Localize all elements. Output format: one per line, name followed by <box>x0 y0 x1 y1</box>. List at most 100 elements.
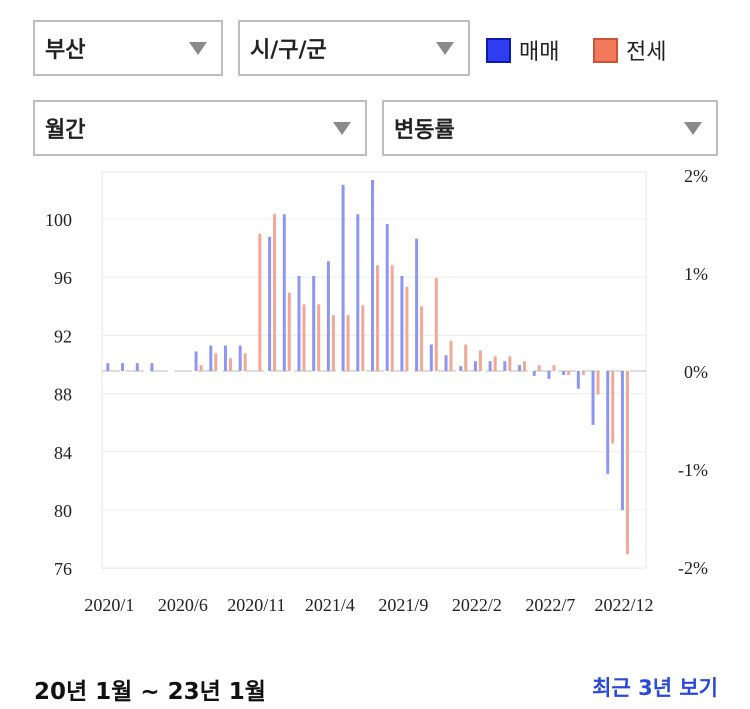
x-tick-label: 2020/11 <box>227 595 285 615</box>
legend-jeonse-swatch <box>593 37 618 63</box>
right-tick-label: 2% <box>684 166 708 186</box>
bar-sale-2021/9 <box>400 275 404 371</box>
x-tick-label: 2021/4 <box>305 595 355 615</box>
bar-sale-2020/10 <box>238 345 242 371</box>
metric-select[interactable]: 변동률 <box>382 100 718 156</box>
bar-jeonse-2022/4 <box>508 356 512 371</box>
bar-jeonse-2021/2 <box>302 304 306 371</box>
bar-sale-2022/9 <box>576 371 580 389</box>
bar-sale-2021/11 <box>429 344 433 371</box>
bar-jeonse-2022/9 <box>581 371 585 375</box>
bar-sale-2021/7 <box>371 179 374 371</box>
bar-jeonse-2022/5 <box>523 361 527 371</box>
bar-jeonse-2022/3 <box>493 356 497 371</box>
bar-sale-2022/11 <box>606 371 610 474</box>
legend-jeonse-label: 전세 <box>626 40 667 65</box>
bar-sale-2022/12 <box>620 371 624 511</box>
chevron-down-icon <box>684 122 702 135</box>
chevron-down-icon <box>333 122 351 135</box>
left-tick-label: 80 <box>54 501 72 521</box>
series-sale-bars <box>106 179 624 511</box>
bar-jeonse-2021/1 <box>287 292 291 371</box>
bar-jeonse-2022/7 <box>552 365 556 371</box>
bar-jeonse-2021/4 <box>331 315 335 371</box>
left-tick-label: 84 <box>54 443 72 463</box>
chevron-down-icon <box>189 42 207 55</box>
legend-sale-swatch <box>486 37 511 63</box>
bar-sale-2020/3 <box>135 363 139 371</box>
x-tick-label: 2021/9 <box>378 595 428 615</box>
bar-sale-2020/1 <box>106 363 110 371</box>
period-select[interactable]: 월간 <box>33 100 367 156</box>
metric-select-value: 변동률 <box>394 118 455 143</box>
bar-jeonse-2021/3 <box>317 304 321 371</box>
bar-sale-2020/7 <box>194 351 198 371</box>
legend-sale-label: 매매 <box>519 40 560 65</box>
bar-jeonse-2022/6 <box>537 365 541 371</box>
bar-sale-2022/6 <box>532 371 536 376</box>
bar-sale-2020/2 <box>121 363 125 371</box>
bar-jeonse-2020/11 <box>258 233 262 371</box>
bar-jeonse-2020/8 <box>214 353 218 371</box>
bar-sale-2020/4 <box>150 363 154 371</box>
bar-sale-2020/8 <box>209 345 213 371</box>
region-select[interactable]: 부산 <box>33 20 223 76</box>
bar-jeonse-2022/8 <box>567 371 571 375</box>
bar-sale-2021/5 <box>341 184 345 371</box>
bar-jeonse-2022/2 <box>478 350 482 371</box>
bar-jeonse-2020/12 <box>273 214 277 371</box>
bar-sale-2022/1 <box>459 366 463 371</box>
left-tick-label: 88 <box>54 385 72 405</box>
date-range-text: 20년 1월 ~ 23년 1월 <box>34 679 266 705</box>
right-axis: 2% 1% 0% -1% -2% <box>678 166 708 578</box>
chevron-down-icon <box>436 42 454 55</box>
bar-sale-2022/3 <box>488 361 492 371</box>
legend-sale[interactable]: 매매 <box>486 34 559 66</box>
bar-sale-2021/1 <box>282 214 286 371</box>
x-axis: 2020/1 2020/6 2020/11 2021/4 2021/9 2022/2 202… <box>84 595 653 615</box>
right-tick-label: 1% <box>684 264 708 284</box>
right-tick-label: 0% <box>684 362 708 382</box>
district-select[interactable]: 시/구/군 <box>238 20 470 76</box>
bar-sale-2020/9 <box>223 345 227 371</box>
bar-jeonse-2021/5 <box>346 315 350 371</box>
x-tick-label: 2020/1 <box>84 595 134 615</box>
bar-sale-2020/12 <box>268 236 272 371</box>
bar-sale-2021/2 <box>297 275 301 371</box>
x-tick-label: 2022/7 <box>525 595 575 615</box>
left-tick-label: 92 <box>54 326 72 346</box>
bar-sale-2021/4 <box>326 261 330 371</box>
bar-sale-2021/3 <box>312 275 316 371</box>
bar-jeonse-2020/9 <box>228 358 232 371</box>
period-select-value: 월간 <box>45 118 86 143</box>
legend-jeonse[interactable]: 전세 <box>593 34 666 66</box>
bar-jeonse-2020/10 <box>243 353 247 371</box>
recent-3-years-link[interactable]: 최근 3년 보기 <box>592 676 718 700</box>
bar-sale-2021/10 <box>415 238 419 371</box>
bar-jeonse-2020/7 <box>199 365 203 371</box>
x-tick-label: 2022/12 <box>594 595 653 615</box>
bar-jeonse-2021/6 <box>361 305 365 371</box>
x-tick-label: 2022/2 <box>452 595 502 615</box>
bar-jeonse-2021/12 <box>449 340 453 371</box>
district-select-value: 시/구/군 <box>250 38 327 63</box>
bar-sale-2022/7 <box>547 371 551 379</box>
bar-jeonse-2021/9 <box>405 286 409 371</box>
bar-sale-2021/12 <box>444 355 448 371</box>
bar-jeonse-2022/11 <box>611 371 615 444</box>
bar-jeonse-2021/8 <box>390 265 394 371</box>
bar-jeonse-2022/12 <box>625 371 629 555</box>
bar-sale-2022/2 <box>473 361 477 371</box>
left-tick-label: 100 <box>45 210 72 230</box>
bar-jeonse-2021/10 <box>420 306 424 371</box>
bar-sale-2022/8 <box>562 371 566 375</box>
x-tick-label: 2020/6 <box>158 595 208 615</box>
right-tick-label: -1% <box>678 460 708 480</box>
bar-jeonse-2022/1 <box>464 344 468 371</box>
left-tick-label: 76 <box>54 559 72 579</box>
bar-jeonse-2021/11 <box>434 277 438 371</box>
bar-sale-2021/8 <box>385 224 389 371</box>
bar-jeonse-2021/7 <box>376 265 379 371</box>
left-axis: 100 96 92 88 84 80 76 <box>45 210 72 579</box>
bar-sale-2021/6 <box>356 214 360 371</box>
